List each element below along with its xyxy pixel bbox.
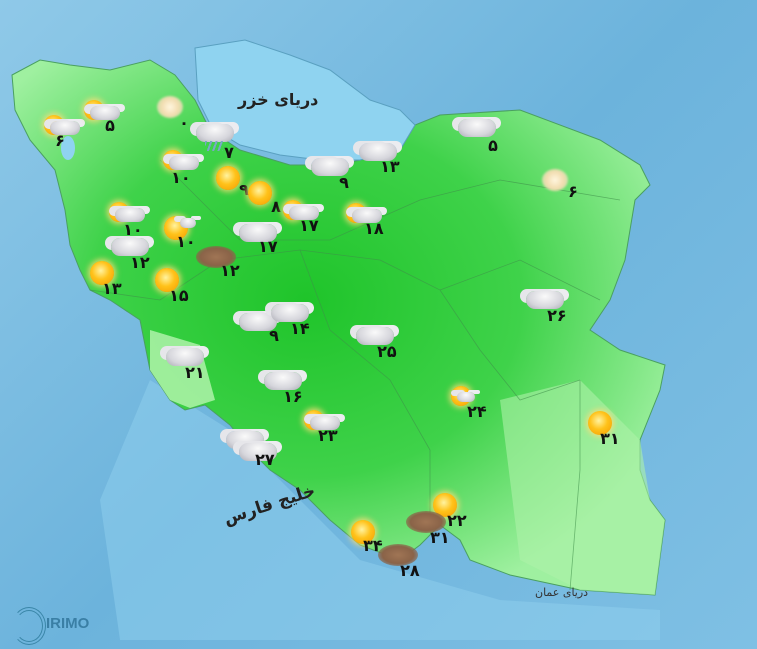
- temperature: ۸: [271, 197, 281, 216]
- temperature: ۱۳: [380, 157, 400, 176]
- sun-icon: [588, 411, 612, 435]
- temperature: ۲۱: [185, 363, 205, 382]
- dust-icon: [196, 246, 236, 268]
- temperature: ۷: [224, 143, 234, 162]
- oman-sea-label: دریای عمان: [535, 586, 589, 599]
- temperature: ۳۴: [363, 536, 383, 555]
- temperature: ۱۰: [171, 168, 191, 187]
- temperature: ۹: [239, 180, 249, 199]
- sun-icon: [90, 261, 114, 285]
- logo-text: IRIMO: [46, 614, 90, 632]
- temperature: ۲۲: [447, 511, 467, 530]
- temperature: ۱۵: [169, 286, 189, 305]
- temperature: ۱۸: [364, 219, 384, 238]
- cloud-icon: [458, 119, 496, 137]
- irimo-logo: IRIMO: [2, 605, 90, 645]
- temperature: ۳۱: [430, 528, 450, 547]
- temperature: ۱۲: [130, 253, 150, 272]
- temperature: ۱۰: [123, 220, 143, 239]
- cloud-icon: [359, 143, 397, 161]
- temperature: ۲۸: [400, 561, 420, 580]
- cloud-icon: [115, 208, 145, 222]
- temperature: ۶: [55, 131, 65, 150]
- cloud-icon: [352, 209, 382, 223]
- sun-icon: [351, 520, 375, 544]
- temperature: ۲۴: [467, 402, 487, 421]
- cloud-icon: [264, 372, 302, 390]
- irimo-logo-icon: [2, 605, 46, 645]
- temperature: ۹: [269, 326, 279, 345]
- cloud-icon: [166, 348, 204, 366]
- temperature: ۱۰: [176, 232, 196, 251]
- cloud-icon: [90, 106, 120, 120]
- cloud-icon: [239, 313, 277, 331]
- cloud-icon: [356, 327, 394, 345]
- sun-icon: [216, 166, 240, 190]
- hazy-sun-icon: [157, 96, 183, 118]
- cloud-icon: [526, 291, 564, 309]
- temperature: ۵: [105, 116, 115, 135]
- temperature: ۰: [179, 113, 189, 132]
- caspian-sea-label: دریای خزر: [238, 90, 319, 109]
- sun-icon: [248, 181, 272, 205]
- cloud-icon: [196, 124, 234, 142]
- temperature: ۹: [339, 173, 349, 192]
- cloud-icon: [169, 156, 199, 170]
- cloud-icon: [310, 416, 340, 430]
- cloud-icon: [239, 224, 277, 242]
- temperature: ۱۳: [102, 279, 122, 298]
- cloud-icon: [50, 121, 80, 135]
- cloud-icon: [239, 443, 277, 461]
- sun-icon: [155, 268, 179, 292]
- cloud-icon: [271, 304, 309, 322]
- temperature: ۵: [488, 136, 498, 155]
- cloud-icon: [289, 206, 319, 220]
- hazy-sun-icon: [542, 169, 568, 191]
- cloud-icon: [111, 238, 149, 256]
- pale-east: [500, 380, 665, 595]
- temperature: ۱۶: [283, 387, 303, 406]
- temperature: ۲۷: [255, 450, 275, 469]
- temperature: ۲۵: [377, 342, 397, 361]
- temperature: ۱۲: [220, 261, 240, 280]
- temperature: ۱۷: [258, 237, 278, 256]
- temperature: ۱۷: [299, 216, 319, 235]
- temperature: ۶: [568, 182, 578, 201]
- lake-urmia: [61, 136, 75, 160]
- rain-icon: [205, 141, 223, 151]
- cloud-icon: [311, 158, 349, 176]
- cloud-icon: [180, 218, 196, 228]
- temperature: ۲۶: [547, 306, 567, 325]
- temperature: ۱۴: [290, 319, 310, 338]
- temperature: ۳۱: [600, 429, 620, 448]
- temperature: ۲۳: [318, 426, 338, 445]
- dust-icon: [378, 544, 418, 566]
- dust-icon: [406, 511, 446, 533]
- cloud-icon: [457, 392, 475, 402]
